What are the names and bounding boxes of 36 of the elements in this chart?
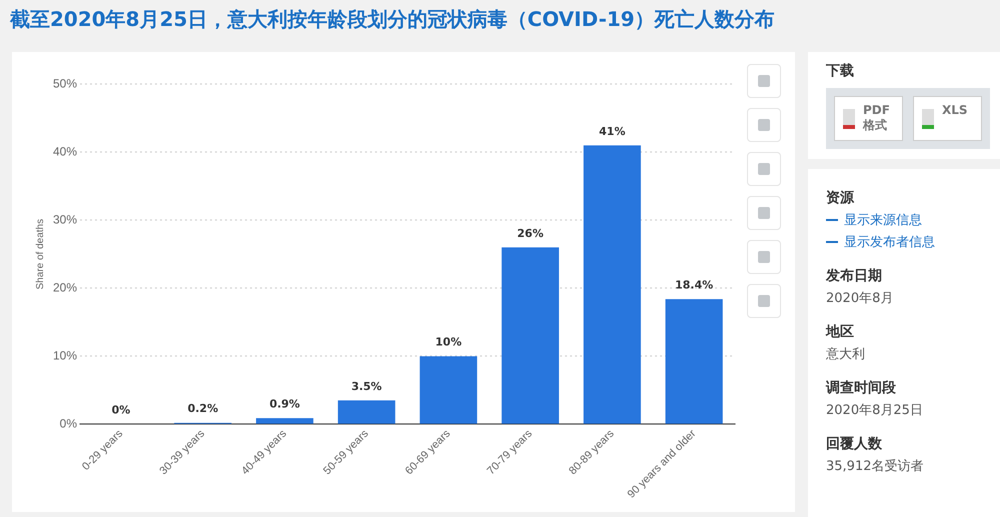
text: PDF 格式 [834,96,903,141]
text: 2020年8月 [826,290,894,307]
text: XLS [913,96,982,141]
text: 资源 [826,189,856,207]
data-label: 10% [435,336,462,349]
text: 回覆人数 [826,435,883,453]
y-axis-title: Share of deaths [34,218,46,290]
data-label: 0.9% [269,397,300,410]
y-tick-label: 10% [52,348,78,363]
text: 地区 [826,323,855,341]
text: 显示来源信息 [843,212,923,229]
data-label: 0.2% [188,402,218,416]
text: 2020年8月25日 [826,402,924,419]
bar [420,356,478,424]
text: 意大利 [826,346,866,363]
bar [338,400,396,424]
bar [256,418,314,424]
text: 调查时间段 [826,379,897,397]
bar [584,145,641,424]
y-tick-label: 50% [52,76,78,91]
text: 35,912名受访者 [826,458,924,475]
data-label: 18.4% [674,278,714,292]
text: 下载 [826,62,855,80]
text: 显示发布者信息 [843,234,936,251]
data-label: 26% [517,226,544,240]
data-label: 0% [112,404,130,417]
y-tick-label: 20% [52,280,78,295]
data-label: 3.5% [351,380,382,393]
text: 发布日期 [826,267,883,285]
data-label: 41% [599,124,626,138]
y-tick-label: 0% [60,416,78,431]
y-tick-label: 30% [52,212,78,227]
bar [502,247,559,424]
bar [665,299,723,424]
y-tick-label: 40% [52,144,78,159]
chart-title: 截至2020年8月25日，意大利按年龄段划分的冠状病毒（COVID-19）死亡人数分布 [10,6,775,33]
